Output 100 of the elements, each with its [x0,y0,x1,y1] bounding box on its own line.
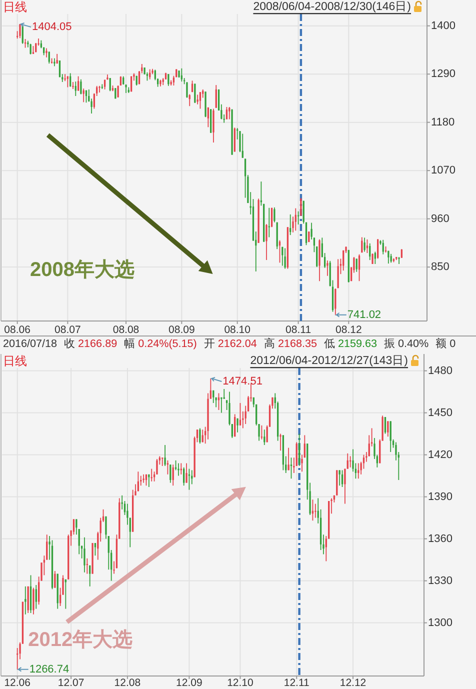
candlestick [77,76,80,92]
chart-title: 日线 [3,354,27,368]
candlestick [199,428,201,444]
candlestick [194,83,196,104]
candlestick [358,254,360,282]
text: 2016/07/18 [3,338,58,350]
candlestick [180,68,182,82]
candlestick [35,584,37,610]
x-tick-label: 12.10 [227,677,254,689]
candlestick [72,518,75,536]
candlestick [337,258,339,289]
candlestick [19,24,21,39]
candlestick [384,416,386,434]
candlestick [84,536,86,573]
candlestick [70,72,72,88]
y-tick-label: 850 [431,261,450,274]
x-tick-label: 12.06 [4,677,31,689]
candlestick [199,92,202,110]
candlestick [326,260,328,276]
text: 额 0 [436,337,456,350]
candlestick [32,587,34,615]
candlestick [24,586,26,615]
candlestick [338,470,340,486]
y-tick-label: 1180 [431,116,455,128]
text: 低 2159.63 [324,338,377,350]
candlestick [305,222,308,246]
candlestick [215,84,217,108]
x-tick-label: 12.08 [114,677,141,689]
annotation: 1266.74 [29,663,70,676]
candlestick [186,82,188,98]
candlestick [98,85,100,93]
y-tick-label: 1290 [431,68,456,80]
y-tick-label: 960 [431,212,450,225]
candlestick [117,85,119,98]
candlestick [361,236,363,254]
candlestick [344,468,346,504]
candlestick [80,78,82,95]
text: 开 2162.04 [204,338,257,350]
x-tick-label: 08.07 [54,324,81,336]
candlestick [188,468,190,490]
candlestick [266,224,268,260]
chart-title: 日线 [3,0,27,14]
candlestick [234,127,236,152]
candlestick [170,464,172,484]
candlestick [280,433,282,452]
candlestick [284,248,286,270]
candlestick [210,108,212,134]
candlestick [90,98,92,114]
candlestick [54,570,56,588]
candlestick [364,237,366,252]
candlestick [48,51,50,64]
annotation: 741.02 [347,308,382,321]
candlestick [142,474,144,484]
candlestick [183,466,185,486]
candlestick [72,82,74,90]
candlestick [290,214,292,236]
candlestick [220,396,222,414]
text: 振 0.40% [384,338,430,350]
chart-subtitle: 2012/06/04-2012/12/27(143日) [250,354,408,367]
y-tick-label: 1390 [428,490,452,503]
candlestick [166,460,169,475]
candlestick [168,74,170,86]
candlestick [294,208,296,232]
x-tick-label: 12.07 [58,677,84,689]
x-tick-label: 08.06 [4,324,31,336]
x-tick-label: 08.08 [112,324,140,336]
candlestick [236,418,238,433]
candlestick [46,48,48,58]
candlestick [390,420,392,452]
candlestick [242,133,244,158]
candlestick [148,474,150,488]
annotation: 1404.05 [32,21,72,34]
annotation: 2012年大选 [28,628,133,651]
annotation: 1474.51 [222,375,262,388]
candlestick [74,81,76,96]
candlestick [382,415,384,442]
candlestick [346,452,348,470]
x-tick-label: 08.09 [168,324,195,336]
candlestick [258,424,260,442]
candlestick [228,106,230,120]
x-tick-label: 08.10 [224,324,251,336]
candlestick [288,447,290,471]
candlestick [388,250,390,264]
x-tick-label: 08.12 [336,324,362,336]
candlestick [134,484,136,496]
candlestick [369,242,371,260]
x-tick-label: 08.11 [286,324,312,336]
candlestick [358,462,360,480]
candlestick [223,388,225,400]
y-tick-label: 1300 [428,616,452,629]
candlestick [164,444,166,466]
candlestick [207,106,209,128]
y-tick-label: 1450 [428,406,452,419]
text: 高 2168.35 [264,337,317,350]
candlestick [290,457,292,480]
candlestick [278,240,281,264]
y-tick-label: 1480 [428,364,452,377]
candlestick [356,258,358,272]
y-tick-label: 1400 [431,20,456,32]
x-tick-label: 12.12 [340,677,366,689]
